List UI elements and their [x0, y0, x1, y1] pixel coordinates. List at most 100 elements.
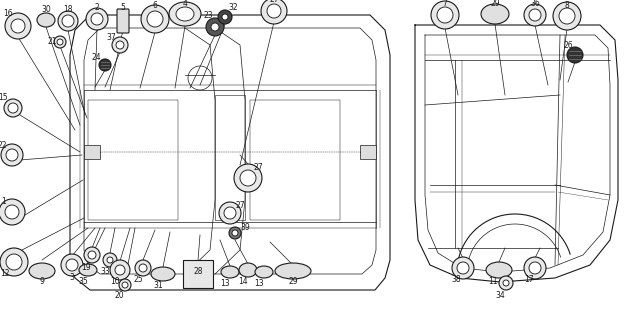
Circle shape	[524, 4, 546, 26]
Text: 24: 24	[91, 53, 101, 62]
Ellipse shape	[221, 266, 239, 278]
Circle shape	[115, 265, 125, 275]
Text: 1: 1	[2, 197, 6, 206]
Circle shape	[211, 23, 219, 31]
Circle shape	[66, 259, 78, 271]
Text: 22: 22	[0, 140, 7, 149]
Circle shape	[567, 47, 583, 63]
Circle shape	[232, 230, 238, 236]
Text: 23: 23	[203, 12, 213, 20]
Text: 33: 33	[100, 267, 110, 276]
Circle shape	[122, 282, 128, 288]
Text: 27: 27	[253, 164, 263, 172]
Circle shape	[524, 257, 546, 279]
Bar	[183, 260, 213, 288]
Ellipse shape	[275, 263, 311, 279]
Circle shape	[116, 41, 124, 49]
Circle shape	[499, 276, 513, 290]
FancyBboxPatch shape	[117, 9, 129, 33]
Text: 18: 18	[63, 5, 72, 14]
Circle shape	[452, 257, 474, 279]
Circle shape	[0, 248, 28, 276]
Circle shape	[107, 257, 113, 263]
Ellipse shape	[239, 263, 257, 277]
Text: 27: 27	[235, 201, 245, 210]
Circle shape	[6, 254, 22, 270]
Circle shape	[4, 99, 22, 117]
Circle shape	[240, 170, 256, 186]
Text: 7: 7	[442, 0, 447, 9]
Circle shape	[5, 13, 31, 39]
Circle shape	[139, 264, 147, 272]
Text: 15: 15	[0, 93, 8, 102]
Text: 16: 16	[3, 10, 13, 19]
Ellipse shape	[486, 262, 512, 278]
Circle shape	[135, 260, 151, 276]
Circle shape	[559, 8, 575, 24]
Circle shape	[437, 7, 453, 23]
Ellipse shape	[176, 7, 194, 21]
Text: 14: 14	[238, 276, 248, 285]
Text: 39: 39	[240, 223, 250, 233]
Ellipse shape	[79, 264, 97, 276]
Circle shape	[222, 14, 228, 20]
Circle shape	[11, 19, 25, 33]
Circle shape	[61, 254, 83, 276]
Text: 32: 32	[228, 4, 238, 12]
Text: 20: 20	[114, 292, 124, 300]
Circle shape	[99, 59, 111, 71]
Text: 27: 27	[269, 0, 279, 4]
Ellipse shape	[37, 13, 55, 27]
Circle shape	[457, 262, 469, 274]
Circle shape	[5, 205, 19, 219]
Text: 5: 5	[120, 3, 125, 12]
Circle shape	[103, 253, 117, 267]
Text: 10: 10	[110, 276, 120, 285]
Text: 9: 9	[40, 277, 45, 286]
Circle shape	[553, 2, 581, 30]
Circle shape	[110, 260, 130, 280]
Bar	[215, 95, 245, 220]
Text: 29: 29	[288, 277, 298, 286]
Circle shape	[229, 227, 241, 239]
Circle shape	[88, 251, 96, 259]
Bar	[360, 145, 376, 159]
Bar	[250, 100, 340, 220]
Circle shape	[141, 5, 169, 33]
Circle shape	[529, 9, 541, 21]
Circle shape	[234, 164, 262, 192]
Text: 37: 37	[106, 33, 116, 42]
Circle shape	[112, 37, 128, 53]
Circle shape	[431, 1, 459, 29]
Circle shape	[147, 11, 163, 27]
Text: 30: 30	[41, 4, 51, 13]
Text: 36: 36	[530, 0, 540, 9]
Text: 31: 31	[153, 282, 163, 291]
Text: 6: 6	[152, 1, 158, 10]
Text: 25: 25	[133, 275, 143, 284]
Circle shape	[1, 144, 23, 166]
Text: 21: 21	[47, 37, 57, 46]
Text: 12: 12	[0, 268, 9, 277]
Text: 8: 8	[564, 1, 570, 10]
Circle shape	[218, 10, 232, 24]
Circle shape	[57, 39, 63, 45]
Circle shape	[8, 103, 18, 113]
Text: 4: 4	[183, 0, 188, 7]
Circle shape	[224, 207, 236, 219]
Ellipse shape	[481, 4, 509, 24]
Text: 26: 26	[563, 41, 573, 50]
Circle shape	[86, 8, 108, 30]
Circle shape	[261, 0, 287, 24]
Ellipse shape	[169, 2, 201, 26]
Circle shape	[62, 15, 74, 27]
Text: 3: 3	[69, 273, 74, 282]
Text: 13: 13	[220, 278, 230, 287]
Circle shape	[6, 149, 18, 161]
Text: 28: 28	[193, 268, 203, 276]
Text: 13: 13	[254, 278, 264, 287]
Circle shape	[206, 18, 224, 36]
Circle shape	[0, 199, 25, 225]
Circle shape	[529, 262, 541, 274]
Circle shape	[219, 202, 241, 224]
